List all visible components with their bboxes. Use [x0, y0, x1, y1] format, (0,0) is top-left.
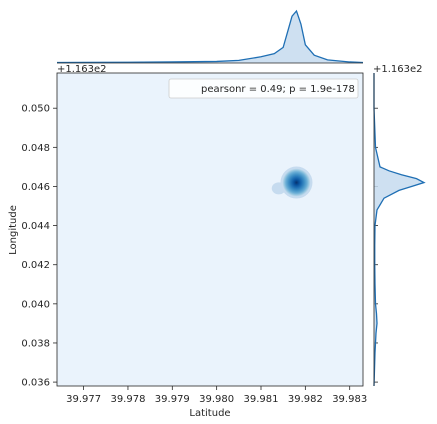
marginal-y-line: [373, 73, 426, 387]
marginal-x-line: [56, 9, 364, 64]
legend-box: [168, 78, 359, 99]
density-peak: [280, 166, 313, 199]
x-tick-label: 39.981: [244, 394, 279, 405]
marginal-y-fill: [374, 73, 424, 386]
plot-background: [57, 73, 363, 386]
y-tick-label: 0.048: [21, 143, 50, 154]
x-tick-label: 39.978: [110, 394, 145, 405]
y-tick-label: 0.038: [21, 338, 50, 349]
y-axis-label: Longitude: [8, 205, 19, 255]
x-axis-ticks: 39.977 39.978 39.979 39.980 39.981 39.982 39.9…: [66, 386, 367, 405]
y-axis-ticks: 0.036 0.038 0.040 0.042 0.044 0.046 0.048 0.050: [21, 104, 378, 389]
y-tick-label: 0.036: [21, 378, 50, 389]
legend: pearsonr = 0.49; p = 1.9e-178: [168, 78, 359, 99]
density-core: [282, 168, 311, 197]
legend-text: pearsonr = 0.49; p = 1.9e-178: [201, 84, 355, 95]
x-tick-label: 39.977: [66, 394, 101, 405]
x-tick-label: 39.983: [332, 394, 367, 405]
y-tick-label: 0.046: [21, 182, 50, 193]
y-tick-label: 0.050: [21, 104, 50, 115]
marginal-y: [373, 73, 426, 387]
x-tick-label: 39.979: [155, 394, 190, 405]
x-axis-label: Latitude: [189, 408, 230, 419]
marginal-x-fill: [57, 11, 363, 63]
y-tick-label: 0.040: [21, 299, 50, 310]
x-tick-label: 39.980: [199, 394, 234, 405]
plot-frame: [56, 72, 364, 387]
y-tick-label: 0.042: [21, 260, 50, 271]
y-tick-label: 0.044: [21, 221, 50, 232]
x-tick-label: 39.982: [288, 394, 323, 405]
marginal-x: [56, 9, 364, 64]
right-offset-label: +1.163e2: [373, 64, 423, 75]
y-offset-label: +1.163e2: [57, 64, 107, 75]
